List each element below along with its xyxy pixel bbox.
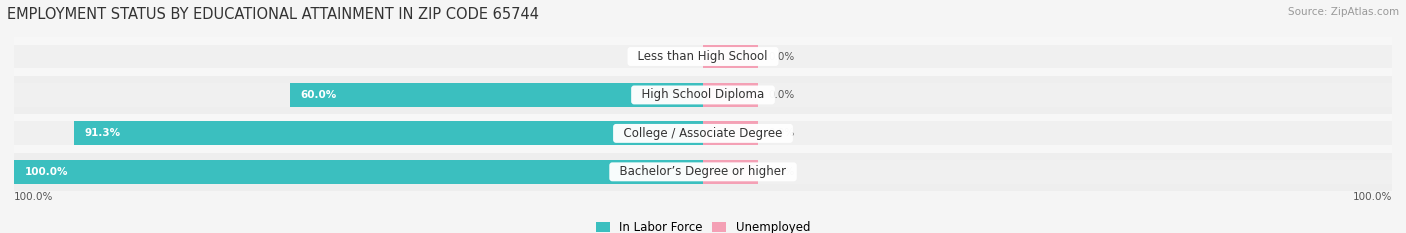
Bar	[14, 160, 703, 184]
Bar	[703, 83, 1392, 107]
Bar	[75, 121, 703, 145]
Text: High School Diploma: High School Diploma	[634, 89, 772, 101]
Bar	[14, 153, 1392, 191]
Text: 100.0%: 100.0%	[24, 167, 67, 177]
Text: 0.0%: 0.0%	[769, 167, 794, 177]
Text: 91.3%: 91.3%	[84, 128, 121, 138]
Text: 0.0%: 0.0%	[769, 51, 794, 62]
Text: College / Associate Degree: College / Associate Degree	[616, 127, 790, 140]
Bar	[14, 45, 703, 69]
Legend: In Labor Force, Unemployed: In Labor Force, Unemployed	[591, 216, 815, 233]
Bar	[703, 160, 1392, 184]
Text: 100.0%: 100.0%	[1353, 192, 1392, 202]
Bar	[290, 83, 703, 107]
Bar	[14, 121, 703, 145]
Text: 100.0%: 100.0%	[14, 192, 53, 202]
Text: Source: ZipAtlas.com: Source: ZipAtlas.com	[1288, 7, 1399, 17]
Bar	[703, 45, 758, 69]
Bar	[703, 45, 1392, 69]
Bar	[14, 160, 703, 184]
Bar	[703, 160, 758, 184]
Bar	[14, 76, 1392, 114]
Bar	[703, 121, 1392, 145]
Bar	[14, 37, 1392, 76]
Text: 0.0%: 0.0%	[769, 128, 794, 138]
Bar	[14, 83, 703, 107]
Bar	[703, 83, 758, 107]
Bar	[14, 114, 1392, 153]
Text: Less than High School: Less than High School	[630, 50, 776, 63]
Text: EMPLOYMENT STATUS BY EDUCATIONAL ATTAINMENT IN ZIP CODE 65744: EMPLOYMENT STATUS BY EDUCATIONAL ATTAINM…	[7, 7, 538, 22]
Text: 0.0%: 0.0%	[769, 90, 794, 100]
Bar	[703, 121, 758, 145]
Text: 0.0%: 0.0%	[669, 51, 696, 62]
Text: 60.0%: 60.0%	[299, 90, 336, 100]
Text: Bachelor’s Degree or higher: Bachelor’s Degree or higher	[612, 165, 794, 178]
